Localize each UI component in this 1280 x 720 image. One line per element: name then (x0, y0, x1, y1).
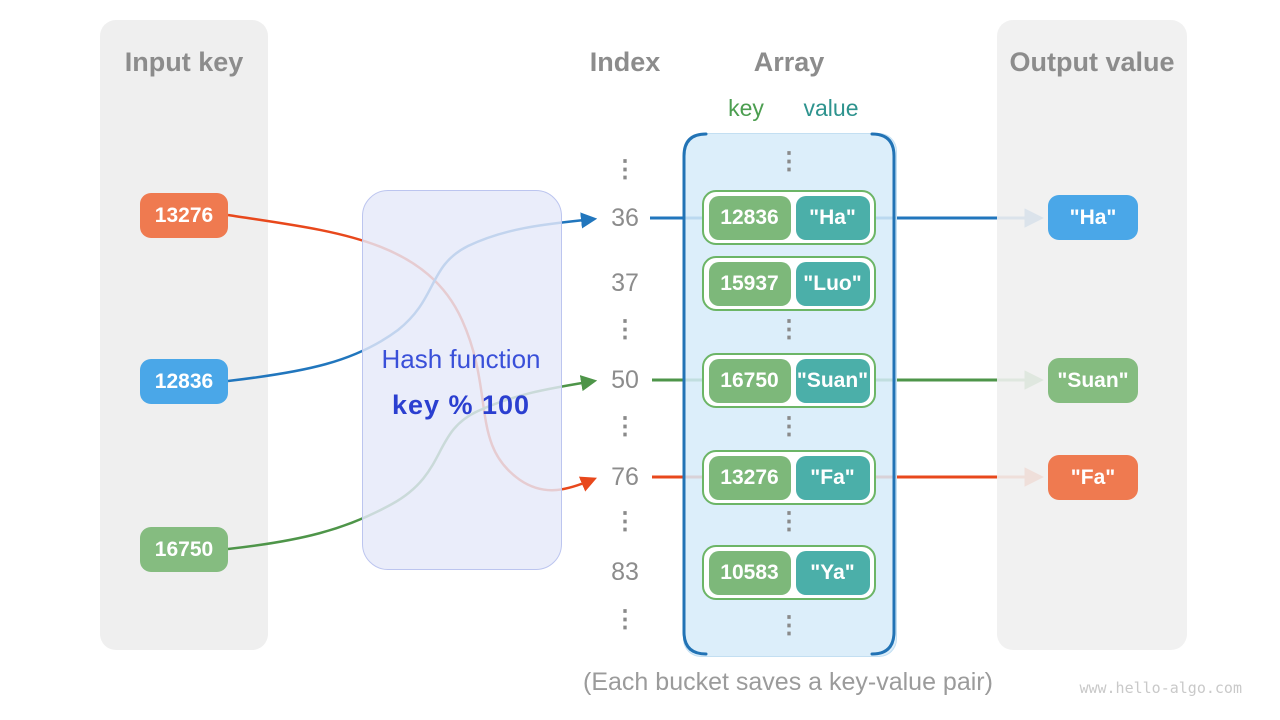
bucket-key: 12836 (708, 195, 791, 240)
output-value-title: Output value (1009, 47, 1175, 77)
input-key-12836: 12836 (140, 359, 228, 404)
value-column-label: value (803, 95, 859, 121)
bucket-value: "Luo" (795, 261, 870, 306)
index-title: Index (589, 47, 661, 77)
key-column-label: key (728, 95, 764, 121)
index-ellipsis-5: ⋮ (613, 606, 637, 633)
output-value-ha: "Ha" (1048, 195, 1138, 240)
bucket-index-50: 16750 "Suan" (702, 353, 876, 408)
index-76: 76 (611, 463, 639, 491)
bucket-key: 13276 (708, 455, 791, 500)
output-value-panel (997, 20, 1187, 650)
bucket-key: 10583 (708, 550, 791, 595)
index-50: 50 (611, 366, 639, 394)
array-ellipsis-2: ⋮ (777, 316, 801, 343)
input-key-13276: 13276 (140, 193, 228, 238)
hash-function-label: Hash function (381, 344, 541, 374)
hash-function-formula: key % 100 (391, 390, 531, 420)
bucket-index-76: 13276 "Fa" (702, 450, 876, 505)
bucket-key: 16750 (708, 358, 791, 403)
output-value-fa: "Fa" (1048, 455, 1138, 500)
index-ellipsis-4: ⋮ (613, 508, 637, 535)
bucket-index-83: 10583 "Ya" (702, 545, 876, 600)
index-ellipsis-2: ⋮ (613, 316, 637, 343)
watermark: www.hello-algo.com (1079, 679, 1242, 697)
index-37: 37 (611, 269, 639, 297)
index-ellipsis-1: ⋮ (613, 156, 637, 183)
bucket-key: 15937 (708, 261, 791, 306)
bucket-index-36: 12836 "Ha" (702, 190, 876, 245)
input-key-16750: 16750 (140, 527, 228, 572)
bucket-value: "Suan" (795, 358, 870, 403)
output-value-suan: "Suan" (1048, 358, 1138, 403)
array-ellipsis-4: ⋮ (777, 508, 801, 535)
array-title: Array (753, 47, 825, 77)
bucket-value: "Ya" (795, 550, 870, 595)
bucket-value: "Ha" (795, 195, 870, 240)
array-ellipsis-3: ⋮ (777, 413, 801, 440)
diagram-caption: (Each bucket saves a key-value pair) (583, 668, 993, 696)
array-ellipsis-1: ⋮ (777, 148, 801, 175)
index-36: 36 (611, 204, 639, 232)
hash-function-box (362, 190, 562, 570)
bucket-value: "Fa" (795, 455, 870, 500)
index-ellipsis-3: ⋮ (613, 413, 637, 440)
array-ellipsis-5: ⋮ (777, 612, 801, 639)
bucket-index-37: 15937 "Luo" (702, 256, 876, 311)
index-83: 83 (611, 558, 639, 586)
input-key-title: Input key (124, 47, 244, 77)
